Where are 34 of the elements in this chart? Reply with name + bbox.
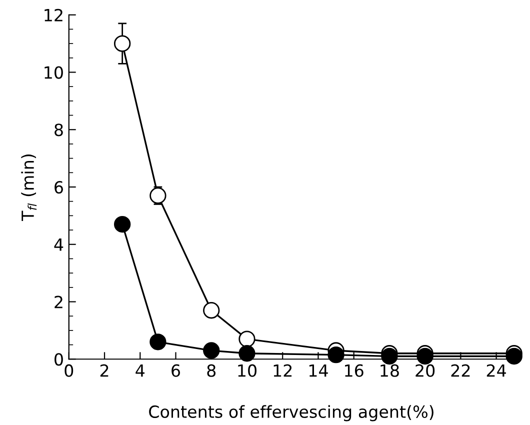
point <box>238 345 256 362</box>
x-tick-label: 16 <box>345 364 364 377</box>
point <box>150 334 166 350</box>
y-tick-label: 2 <box>54 296 62 308</box>
x-tick-label: 8 <box>207 364 216 377</box>
y-tick-label: 4 <box>54 238 64 251</box>
point <box>328 346 344 364</box>
x-axis-title: Contents of effervescing agent(%) <box>149 405 434 422</box>
x-tick-label: 18 <box>380 364 399 377</box>
y-tick-label: 6 <box>54 180 63 194</box>
y-tick-label: 0 <box>54 353 63 366</box>
x-tick-label: 0 <box>64 364 74 377</box>
point <box>203 302 220 319</box>
x-tick-label: 4 <box>136 364 144 377</box>
x-tick-label: 10 <box>238 364 256 377</box>
y-tick-label: 12 <box>44 8 62 22</box>
y-axis-title: T$_{fl}$ (min) <box>21 154 37 222</box>
x-tick-label: 6 <box>172 364 180 377</box>
x-tick-label: 22 <box>451 364 470 377</box>
y-tick-label: 10 <box>44 66 63 79</box>
x-tick-label: 2 <box>100 364 108 377</box>
point <box>150 187 166 204</box>
point <box>506 348 522 365</box>
x-tick-label: 24 <box>486 364 506 377</box>
y-tick-label: 8 <box>54 124 63 136</box>
point <box>203 342 220 359</box>
x-tick-label: 20 <box>416 364 435 377</box>
x-tick-label: 12 <box>274 364 292 377</box>
point <box>416 348 434 365</box>
point <box>238 330 256 348</box>
point <box>381 348 398 365</box>
point <box>114 35 131 52</box>
point <box>114 216 131 233</box>
x-tick-label: 14 <box>309 364 328 377</box>
